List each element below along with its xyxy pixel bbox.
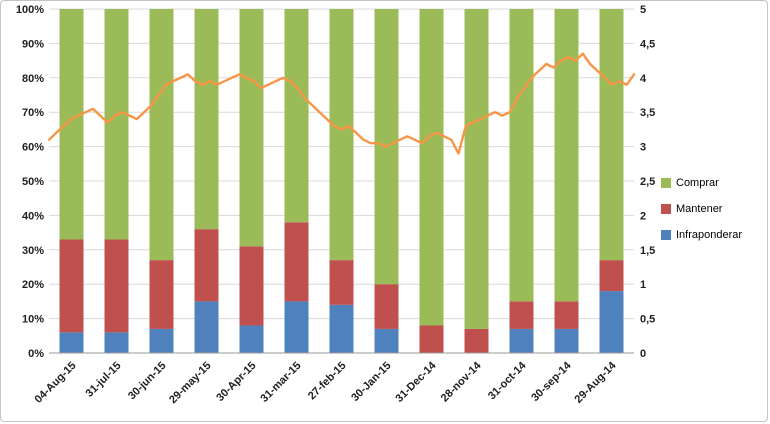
x-axis-category-label: 04-Aug-15	[33, 360, 79, 406]
right-axis-tick: 4,5	[640, 38, 655, 50]
bar-segment-mantener	[239, 246, 264, 326]
legend-item-infraponderar: Infraponderar	[661, 229, 742, 241]
x-axis-category-label: 29-Aug-14	[573, 359, 620, 406]
bar-segment-mantener	[149, 260, 174, 329]
right-axis-tick: 3	[640, 142, 646, 154]
bar-segment-comprar	[554, 9, 579, 302]
x-axis-category-label: 29-may-15	[167, 360, 214, 407]
legend-swatch-mantener	[661, 204, 671, 214]
bar-segment-infraponderar	[509, 328, 534, 353]
bar-segment-infraponderar	[149, 328, 174, 353]
bar-segment-comprar	[149, 9, 174, 261]
x-axis-category-label: 30-Apr-15	[214, 360, 258, 404]
bar-segment-mantener	[194, 229, 219, 302]
bar-segment-comprar	[419, 9, 444, 326]
left-axis-tick: 70%	[22, 107, 44, 119]
bar-segment-comprar	[59, 9, 84, 240]
bar-segment-comprar	[329, 9, 354, 261]
left-axis-tick: 90%	[22, 38, 44, 50]
left-axis-tick: 60%	[22, 142, 44, 154]
left-axis-tick: 0%	[28, 348, 44, 360]
bar-segment-mantener	[419, 325, 444, 353]
legend-swatch-comprar	[661, 178, 671, 188]
left-axis-tick: 30%	[22, 245, 44, 257]
bar-segment-infraponderar	[59, 332, 84, 353]
legend: Comprar Mantener Infraponderar	[661, 177, 742, 241]
left-axis-tick: 10%	[22, 314, 44, 326]
bar-segment-comprar	[104, 9, 129, 240]
rating-line	[47, 52, 636, 155]
x-axis-category-label: 27-feb-15	[306, 360, 349, 403]
right-axis-tick: 5	[640, 4, 646, 16]
bar-segment-comprar	[194, 9, 219, 230]
x-axis-category-label: 31-Dec-14	[393, 359, 439, 405]
right-axis-tick: 1	[640, 279, 646, 291]
bar-segment-infraponderar	[554, 328, 579, 353]
right-axis-tick: 4	[640, 73, 647, 85]
bar-segment-mantener	[329, 260, 354, 305]
bar-segment-infraponderar	[599, 291, 624, 353]
right-axis-tick: 2,5	[640, 176, 655, 188]
left-axis-tick: 80%	[22, 73, 44, 85]
legend-swatch-infraponderar	[661, 230, 671, 240]
bar-segment-mantener	[104, 239, 129, 333]
bar-segment-infraponderar	[284, 301, 309, 353]
x-axis-category-label: 31-jul-15	[84, 360, 124, 400]
bar-segment-mantener	[374, 284, 399, 329]
bar-segment-mantener	[554, 301, 579, 329]
right-axis-tick: 3,5	[640, 107, 655, 119]
x-axis-category-label: 30-jun-15	[126, 360, 169, 403]
bar-segment-infraponderar	[239, 325, 264, 353]
x-axis-category-label: 31-mar-15	[258, 360, 303, 405]
x-axis-category-label: 30-Jan-15	[349, 360, 393, 404]
right-axis-tick: 0,5	[640, 314, 655, 326]
bar-segment-mantener	[464, 328, 489, 353]
legend-label: Comprar	[676, 177, 719, 189]
bar-segment-comprar	[509, 9, 534, 302]
left-axis-tick: 20%	[22, 279, 44, 291]
legend-label: Infraponderar	[676, 229, 743, 241]
bar-segment-infraponderar	[194, 301, 219, 353]
bar-segment-infraponderar	[329, 304, 354, 353]
bar-segment-comprar	[599, 9, 624, 261]
bar-segment-comprar	[239, 9, 264, 247]
bar-segment-mantener	[59, 239, 84, 333]
bar-segment-mantener	[509, 301, 534, 329]
right-axis-tick: 2	[640, 210, 646, 222]
left-axis-tick: 40%	[22, 210, 44, 222]
legend-item-mantener: Mantener	[661, 203, 742, 215]
bar-segment-comprar	[464, 9, 489, 329]
left-axis-tick: 50%	[22, 176, 44, 188]
x-axis-category-label: 30-sep-14	[529, 359, 574, 404]
bar-segment-mantener	[284, 222, 309, 302]
left-axis-tick: 100%	[16, 4, 44, 16]
x-axis-category-label: 28-nov-14	[439, 359, 484, 404]
bar-segment-comprar	[284, 9, 309, 223]
bar-segment-infraponderar	[104, 332, 129, 353]
legend-label: Mantener	[676, 203, 723, 215]
x-axis-category-label: 31-oct-14	[486, 359, 529, 402]
right-axis-tick: 0	[640, 348, 646, 360]
bar-segment-infraponderar	[374, 328, 399, 353]
legend-item-comprar: Comprar	[661, 177, 742, 189]
right-axis-tick: 1,5	[640, 245, 655, 257]
bar-segment-mantener	[599, 260, 624, 292]
